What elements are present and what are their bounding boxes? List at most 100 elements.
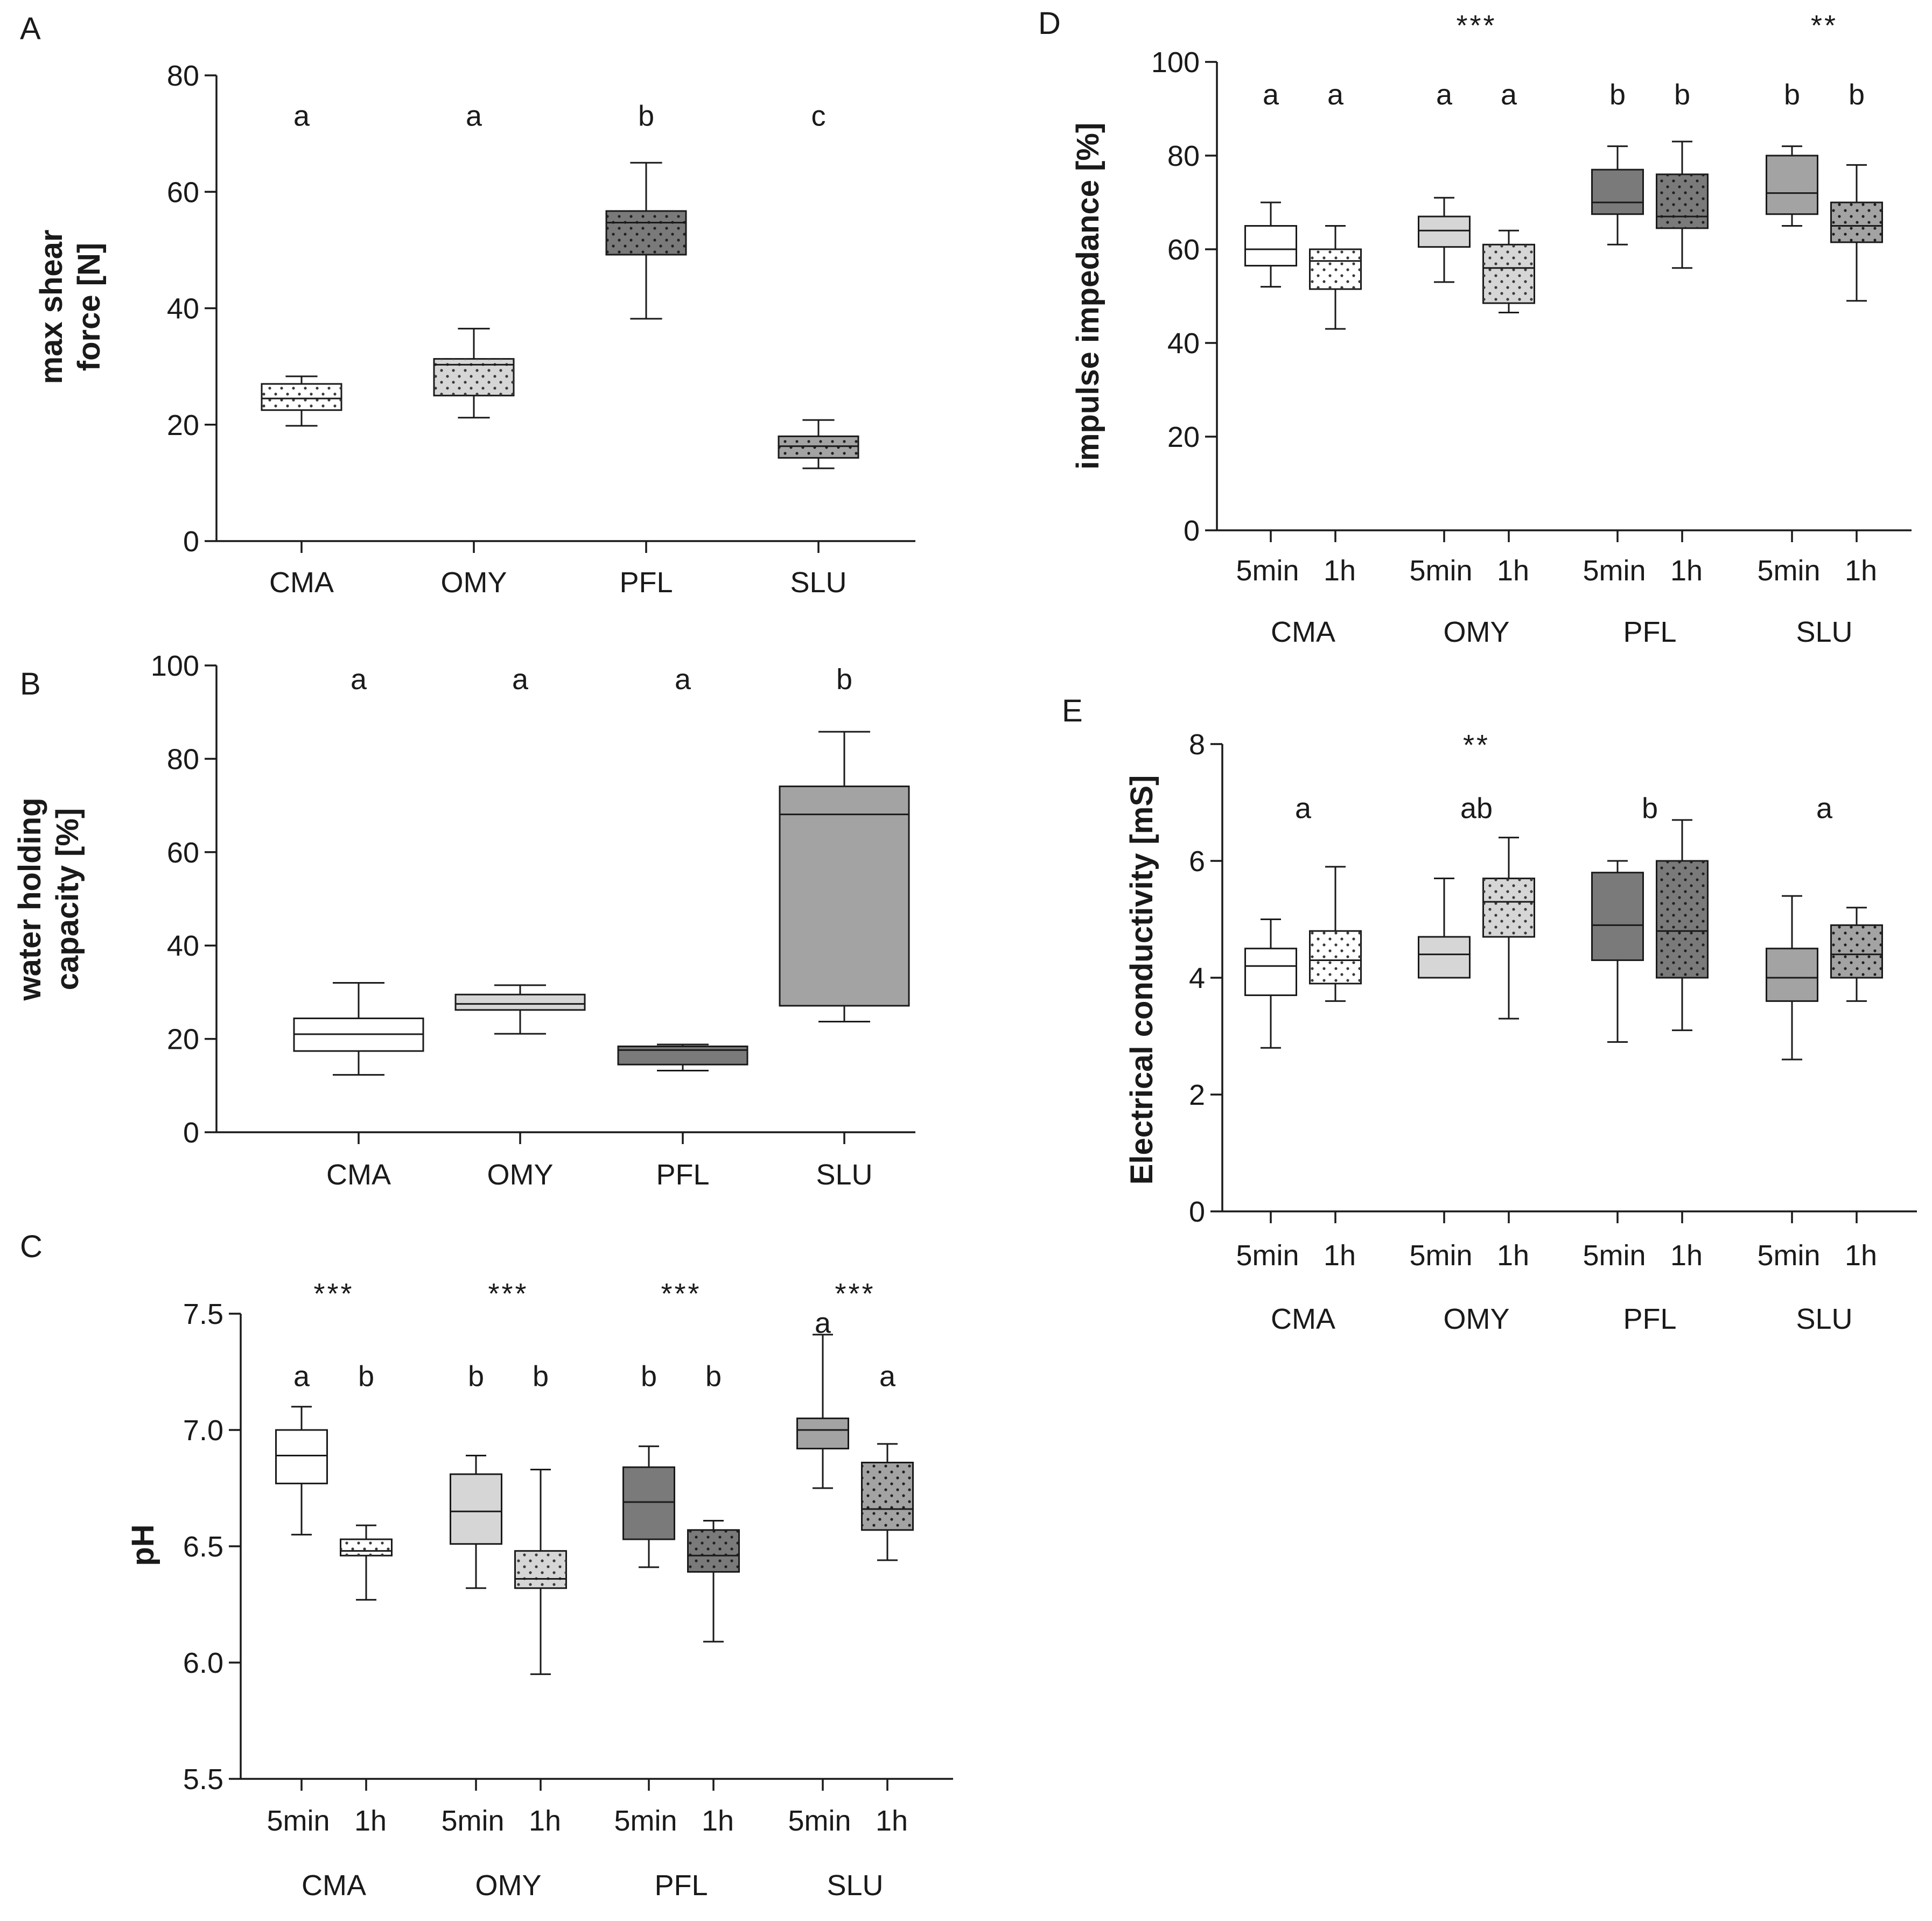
box-iqr (1766, 948, 1818, 1002)
box-dot-pattern (606, 211, 686, 255)
x-group-label: CMA (269, 566, 334, 599)
box-pfl-1h (1656, 819, 1709, 1032)
y-tick-label: 100 (1151, 46, 1200, 79)
panel-c: C 5.5 6.0 6.5 7.0 7.5 5min 1h CMA 5min 1h OMY 5min 1h… (20, 1229, 953, 1902)
y-tick-label: 40 (167, 293, 199, 325)
box-iqr (617, 1045, 748, 1065)
significance-stars: ** (1811, 9, 1838, 41)
x-sub-label: 5min (1583, 555, 1646, 587)
x-group-label: PFL (1623, 1303, 1676, 1335)
x-sub-label: 5min (1236, 1239, 1299, 1272)
box-slu-5min (796, 1334, 849, 1489)
significance-letter: a (351, 663, 367, 696)
x-group-label: OMY (440, 566, 507, 599)
x-group-label: SLU (1796, 616, 1852, 648)
box-iqr (1418, 936, 1471, 979)
x-sub-label: 1h (1670, 1239, 1703, 1272)
box-omy-5min (1418, 878, 1471, 979)
x-sub-label: 1h (1324, 1239, 1356, 1272)
box-dot-pattern (1831, 202, 1882, 242)
panel-d: D 0 20 40 60 80 100 5min 1h CMA 5min 1h OMY 5min 1h PFL… (1038, 6, 1912, 648)
box-pfl-5min (1591, 145, 1644, 246)
box-slu-1h (1830, 164, 1883, 302)
significance-letter: a (293, 1361, 310, 1393)
box-omy-1h (1482, 229, 1535, 313)
y-tick-label: 100 (151, 650, 199, 682)
box-iqr (454, 993, 586, 1011)
box-iqr (622, 1466, 675, 1540)
x-sub-label: 5min (1583, 1239, 1646, 1272)
y-tick-label: 40 (167, 930, 199, 962)
significance-stars: *** (835, 1278, 875, 1310)
x-sub-label: 1h (354, 1805, 387, 1837)
y-tick-label: 6.0 (183, 1647, 223, 1679)
x-sub-label: 1h (1845, 555, 1877, 587)
significance-letter: a (1816, 792, 1833, 824)
y-tick-label: 0 (1184, 515, 1200, 547)
x-group-label: PFL (1623, 616, 1676, 648)
x-group-label: CMA (302, 1869, 366, 1902)
significance-letter: b (468, 1361, 484, 1393)
x-sub-label: 5min (1409, 555, 1472, 587)
box-omy-1h (1482, 837, 1535, 1020)
box-iqr (1766, 155, 1818, 215)
significance-letter: b (836, 663, 852, 696)
significance-letter: a (1295, 792, 1312, 824)
x-sub-label: 1h (1497, 1239, 1529, 1272)
significance-letter: a (293, 100, 310, 132)
significance-letter: b (1784, 79, 1800, 111)
y-tick-label: 60 (167, 837, 199, 869)
box-dot-pattern (688, 1530, 739, 1572)
y-axis-title: water holding capacity [%] (12, 798, 85, 1001)
x-group-label: PFL (656, 1159, 709, 1191)
x-group-label: OMY (475, 1869, 541, 1902)
box-omy-1h (514, 1468, 567, 1675)
box-slu (778, 419, 859, 469)
panel-label: A (20, 11, 41, 46)
box-slu-1h (1830, 907, 1883, 1002)
box-iqr (1591, 169, 1644, 215)
x-sub-label: 5min (441, 1805, 504, 1837)
box-pfl-5min (622, 1445, 675, 1568)
significance-letter: a (512, 663, 529, 696)
box-omy-5min (1418, 197, 1471, 283)
x-group-label: SLU (827, 1869, 883, 1902)
x-sub-label: 1h (702, 1805, 734, 1837)
significance-letter: a (1436, 79, 1453, 111)
significance-letter: a (1263, 79, 1279, 111)
x-sub-label: 5min (1236, 555, 1299, 587)
box-iqr (796, 1417, 849, 1450)
box-iqr (779, 786, 910, 1007)
significance-stars: *** (661, 1278, 701, 1310)
x-sub-label: 5min (1409, 1239, 1472, 1272)
y-tick-label: 0 (183, 1117, 199, 1149)
x-group-label: CMA (326, 1159, 391, 1191)
significance-letter: b (705, 1361, 722, 1393)
y-tick-label: 6.5 (183, 1531, 223, 1563)
panel-label: C (20, 1229, 43, 1264)
box-dot-pattern (1656, 174, 1708, 228)
significance-stars: *** (1456, 9, 1496, 41)
box-dot-pattern (340, 1539, 392, 1556)
x-sub-label: 5min (1757, 1239, 1820, 1272)
x-sub-label: 5min (267, 1805, 330, 1837)
box-cma-1h (1309, 866, 1362, 1002)
y-tick-label: 60 (167, 176, 199, 208)
box-cma-1h (1309, 225, 1362, 330)
box-iqr (1244, 948, 1297, 997)
x-sub-label: 1h (1497, 555, 1529, 587)
box-dot-pattern (862, 1462, 913, 1530)
box-omy-5min (450, 1455, 502, 1589)
box-pfl-1h (687, 1519, 740, 1643)
y-tick-label: 60 (1167, 234, 1200, 266)
significance-letter: b (533, 1361, 549, 1393)
y-tick-label: 80 (167, 743, 199, 775)
significance-stars: *** (313, 1278, 354, 1310)
significance-letter: a (879, 1361, 896, 1393)
y-axis-title-line: capacity [%] (50, 808, 85, 990)
panel-label: E (1062, 693, 1083, 728)
significance-stars: *** (488, 1278, 528, 1310)
box-omy (454, 984, 586, 1035)
